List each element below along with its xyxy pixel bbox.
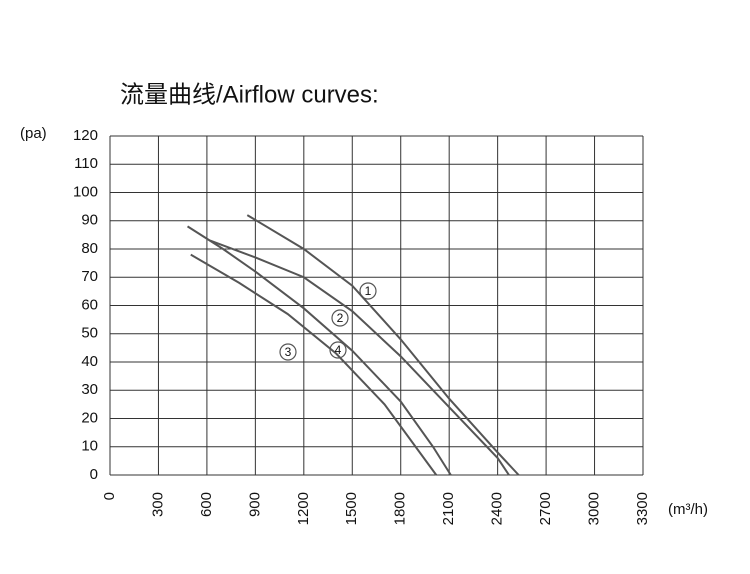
- y-tick-label: 0: [90, 466, 98, 483]
- x-tick-label: 1800: [392, 492, 409, 525]
- curve-label-circle: [331, 309, 349, 327]
- x-tick-label: 0: [101, 492, 118, 500]
- x-tick-label: 3300: [634, 492, 651, 525]
- curve-label: 1: [365, 284, 372, 298]
- x-tick-label: 2400: [489, 492, 506, 525]
- y-axis-label: (pa): [20, 125, 47, 142]
- y-tick-label: 30: [81, 381, 98, 398]
- x-tick-label: 1200: [295, 492, 312, 525]
- curve: [246, 214, 520, 476]
- y-tick-label: 70: [81, 268, 98, 285]
- x-tick-label: 600: [198, 492, 215, 517]
- x-tick-label: 900: [246, 492, 263, 517]
- y-tick-label: 100: [73, 183, 98, 200]
- x-tick-label: 2100: [440, 492, 457, 525]
- y-tick-label: 110: [74, 155, 98, 172]
- y-tick-label: 40: [81, 353, 98, 370]
- curve: [186, 225, 452, 476]
- y-tick-label: 80: [81, 240, 98, 257]
- curve-label: 2: [337, 311, 344, 325]
- curve-label-circle: [329, 341, 347, 359]
- y-tick-label: 10: [81, 438, 98, 455]
- curve: [209, 239, 510, 476]
- x-tick-label: 300: [149, 492, 166, 517]
- x-tick-label: 3000: [586, 492, 603, 525]
- curve-label: 4: [335, 343, 342, 357]
- y-tick-label: 20: [81, 409, 98, 426]
- chart-title: 流量曲线/Airflow curves:: [120, 81, 379, 108]
- curve-label-circle: [279, 343, 297, 361]
- y-tick-label: 50: [81, 325, 98, 342]
- x-tick-label: 1500: [343, 492, 360, 525]
- y-tick-label: 120: [73, 127, 98, 144]
- x-tick-label: 2700: [537, 492, 554, 525]
- y-tick-label: 60: [81, 296, 98, 313]
- x-axis-label: (m³/h): [668, 501, 708, 518]
- curve-label-circle: [359, 282, 377, 300]
- curve-label: 3: [285, 345, 292, 359]
- curve: [190, 253, 438, 476]
- y-tick-label: 90: [81, 212, 98, 229]
